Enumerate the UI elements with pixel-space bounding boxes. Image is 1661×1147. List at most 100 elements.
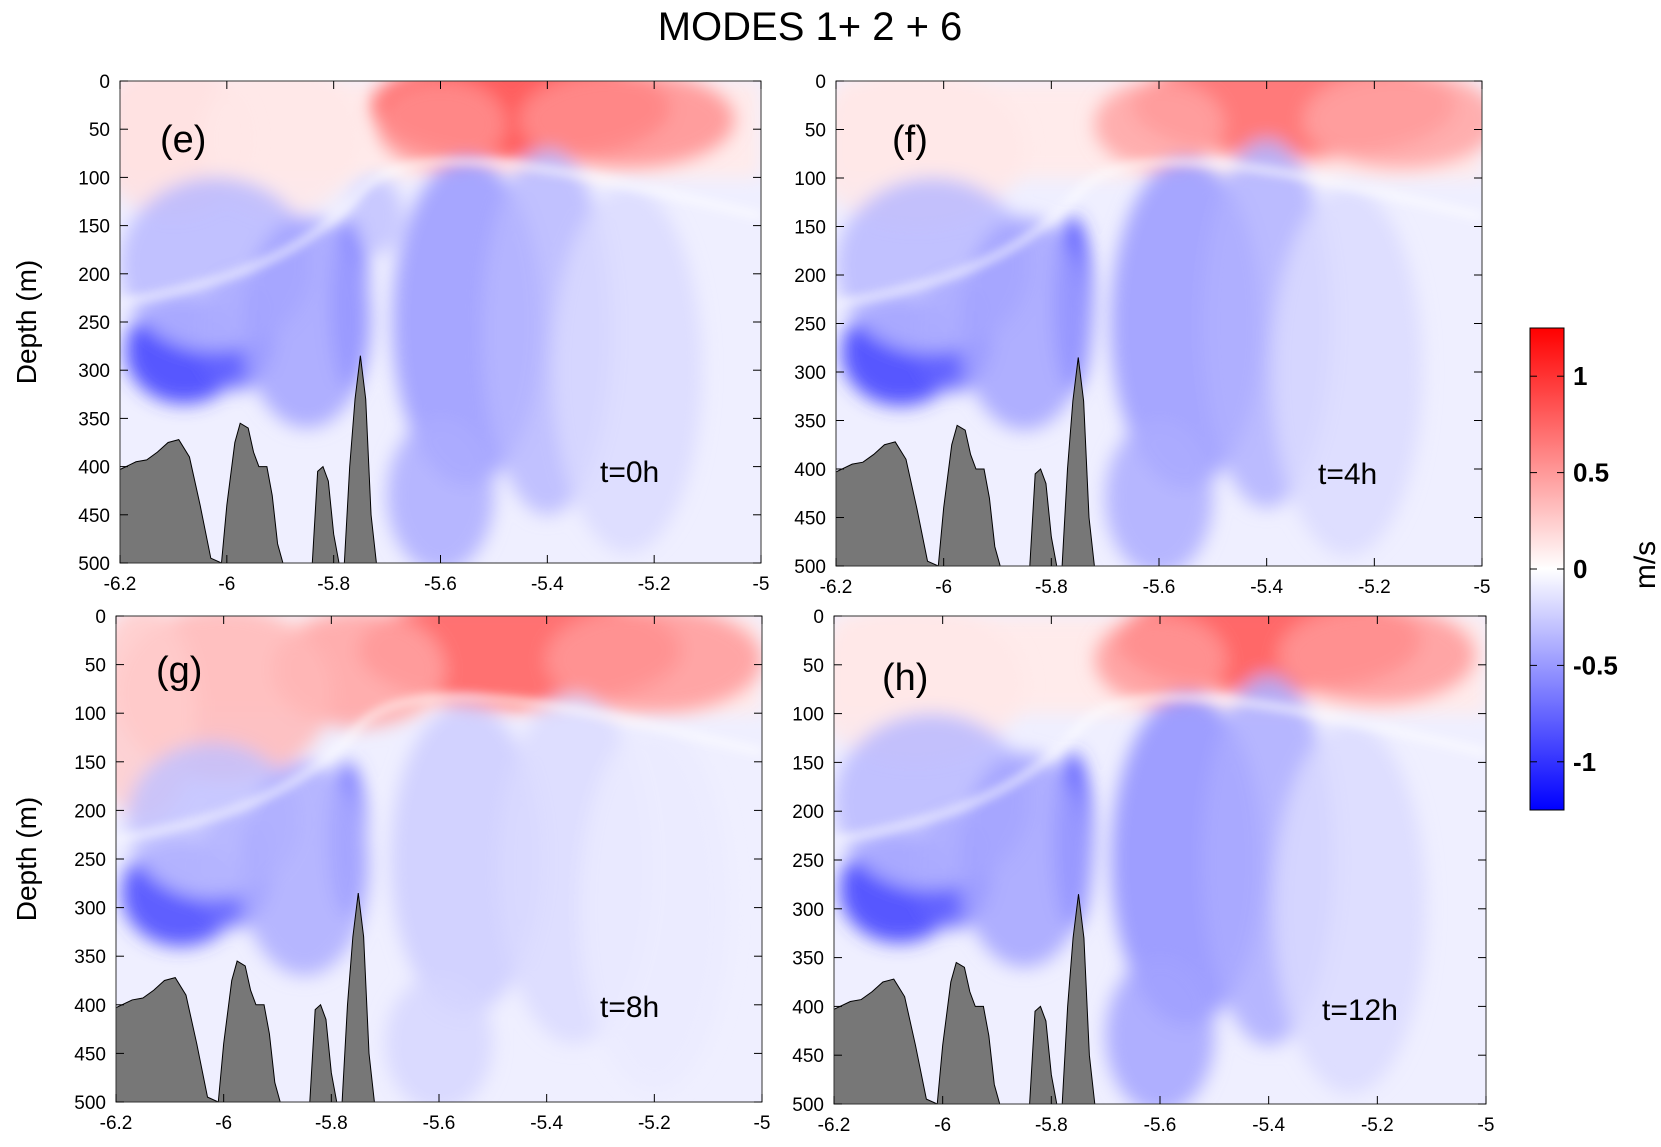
x-tick-label: -5 [1474, 577, 1491, 598]
velocity-blob [546, 616, 762, 714]
y-tick-label: 450 [794, 509, 826, 530]
x-tick-label: -5.8 [1035, 1115, 1068, 1136]
y-tick-label: 500 [74, 1093, 106, 1114]
y-tick-label: 400 [78, 458, 110, 479]
velocity-blob [239, 761, 370, 976]
x-tick-label: -5 [754, 1113, 771, 1134]
colorbar-tick-label: -1 [1573, 747, 1596, 777]
panel-label: (e) [160, 119, 206, 161]
y-tick-label: 200 [78, 265, 110, 286]
x-tick-label: -6 [934, 1115, 951, 1136]
y-tick-label: 0 [813, 607, 824, 628]
velocity-field [116, 616, 762, 1102]
zero-contour [836, 159, 1482, 308]
y-tick-label: 450 [74, 1044, 106, 1065]
y-tick-label: 350 [78, 409, 110, 430]
y-tick-label: 300 [78, 361, 110, 382]
velocity-blob [1304, 81, 1482, 169]
y-tick-label: 0 [99, 72, 110, 93]
velocity-blob [1094, 616, 1226, 704]
x-tick-label: -5.2 [638, 574, 671, 595]
time-label: t=12h [1322, 994, 1398, 1027]
y-tick-label: 50 [805, 121, 826, 142]
x-tick-label: -5.8 [1035, 577, 1068, 598]
y-tick-label: 150 [74, 753, 106, 774]
y-tick-label: 400 [792, 997, 824, 1018]
x-tick-label: -5.2 [1361, 1115, 1394, 1136]
y-tick-label: 300 [794, 363, 826, 384]
y-tick-label: 300 [74, 899, 106, 920]
y-tick-label: 400 [794, 460, 826, 481]
colorbar-unit-label: m/s [1629, 541, 1661, 589]
y-tick-label: 450 [792, 1046, 824, 1067]
x-tick-label: -6 [218, 574, 235, 595]
x-tick-label: -5 [753, 574, 770, 595]
y-tick-label: 50 [803, 656, 824, 677]
x-tick-label: -6 [215, 1113, 232, 1134]
x-tick-label: -5 [1478, 1115, 1495, 1136]
y-tick-label: 500 [78, 554, 110, 575]
colorbar-tick-label: 0 [1573, 554, 1587, 584]
figure-title: MODES 1+ 2 + 6 [658, 5, 963, 49]
x-tick-label: -5.6 [1143, 577, 1176, 598]
panel-f: -6.2 -6 -5.8 -5.6 -5.4 -5.2 -5 0 50 100 150 200 250 3… [794, 72, 1491, 598]
x-tick-label: -5.4 [530, 1113, 563, 1134]
y-tick-label: 450 [78, 506, 110, 527]
y-tick-label: 250 [792, 851, 824, 872]
zero-contour [834, 694, 1486, 844]
velocity-blob [1279, 616, 1476, 704]
y-tick-label: 350 [794, 412, 826, 433]
y-tick-label: 250 [74, 850, 106, 871]
x-tick-label: -5.8 [317, 574, 350, 595]
velocity-blob [552, 187, 703, 554]
y-tick-label: 400 [74, 996, 106, 1017]
panel-e: -6.2 -6 -5.8 -5.6 -5.4 -5.2 -5 0 50 100 150 200 250 3… [11, 72, 770, 595]
velocity-blob [578, 722, 730, 1093]
x-tick-label: -6 [935, 577, 952, 598]
bathymetry-seafloor [836, 357, 1095, 566]
y-tick-label: 200 [794, 266, 826, 287]
y-tick-label: 150 [78, 217, 110, 238]
y-axis-label: Depth (m) [11, 797, 42, 921]
y-tick-label: 150 [794, 218, 826, 239]
x-tick-label: -5.4 [531, 574, 564, 595]
x-tick-label: -5.4 [1250, 577, 1283, 598]
x-tick-label: -5.4 [1252, 1115, 1285, 1136]
x-tick-label: -5.6 [424, 574, 457, 595]
x-tick-label: -6.2 [100, 1113, 133, 1134]
time-label: t=4h [1318, 458, 1377, 491]
panel-label: (g) [156, 650, 202, 692]
zero-contour [116, 694, 762, 843]
panel-h: -6.2 -6 -5.8 -5.6 -5.4 -5.2 -5 0 50 100 150 200 250 3… [792, 607, 1495, 1136]
bathymetry-seafloor [116, 892, 375, 1102]
y-tick-label: 50 [85, 656, 106, 677]
velocity-field [120, 81, 761, 563]
velocity-field [836, 81, 1482, 566]
time-label: t=8h [600, 991, 659, 1024]
colorbar-tick-label: 0.5 [1573, 458, 1609, 488]
velocity-blob [1272, 187, 1423, 557]
y-tick-label: 300 [792, 900, 824, 921]
x-tick-label: -6.2 [818, 1115, 851, 1136]
colorbar-tick-label: -0.5 [1573, 650, 1618, 680]
x-tick-label: -6.2 [820, 577, 853, 598]
y-tick-label: 200 [74, 801, 106, 822]
time-label: t=0h [600, 456, 659, 489]
y-tick-label: 200 [792, 802, 824, 823]
y-tick-label: 350 [792, 949, 824, 970]
x-tick-label: -5.6 [1144, 1115, 1177, 1136]
zero-contour [120, 158, 761, 306]
velocity-blob [959, 216, 1090, 431]
velocity-field [834, 616, 1486, 1104]
velocity-blob [520, 81, 735, 168]
colorbar-tick-label: 1 [1573, 361, 1587, 391]
y-tick-label: 250 [78, 313, 110, 334]
x-tick-label: -6.2 [104, 574, 137, 595]
y-tick-label: 100 [794, 169, 826, 190]
velocity-blob [1094, 81, 1224, 169]
y-tick-label: 50 [89, 120, 110, 141]
x-tick-label: -5.6 [423, 1113, 456, 1134]
panel-label: (f) [892, 119, 928, 161]
y-tick-label: 500 [792, 1095, 824, 1116]
